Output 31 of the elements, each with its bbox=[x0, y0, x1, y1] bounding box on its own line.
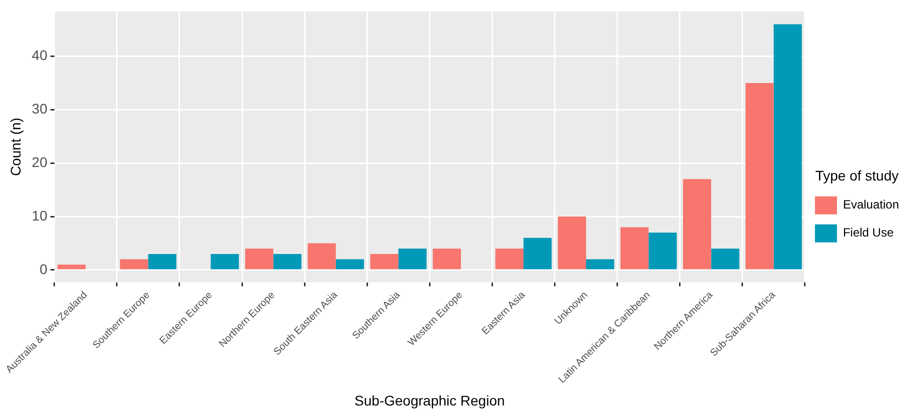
legend-title: Type of study bbox=[815, 167, 899, 184]
bar bbox=[148, 254, 176, 270]
bar bbox=[523, 238, 552, 270]
bar bbox=[648, 232, 677, 270]
bar bbox=[620, 227, 649, 270]
bar bbox=[682, 179, 712, 270]
bar bbox=[273, 254, 302, 270]
bar bbox=[495, 248, 524, 270]
y-tick-label: 40 bbox=[32, 47, 48, 64]
bar bbox=[120, 259, 148, 270]
bar bbox=[308, 243, 336, 270]
y-tick-label: 10 bbox=[32, 207, 48, 224]
bar bbox=[558, 216, 586, 270]
y-tick-label: 0 bbox=[40, 260, 48, 277]
bar bbox=[245, 248, 274, 270]
bar bbox=[370, 254, 398, 270]
bar bbox=[210, 254, 239, 270]
bar bbox=[432, 248, 461, 270]
legend-label: Field Use bbox=[842, 226, 894, 240]
bar bbox=[746, 82, 774, 270]
y-tick-label: 20 bbox=[32, 154, 48, 170]
bar bbox=[586, 259, 614, 270]
y-tick-label: 30 bbox=[32, 100, 48, 117]
x-axis-title: Sub-Geographic Region bbox=[354, 392, 505, 408]
bar bbox=[774, 24, 802, 270]
bar bbox=[336, 259, 364, 270]
bar bbox=[58, 264, 86, 270]
bar bbox=[398, 248, 427, 270]
bar bbox=[711, 248, 740, 270]
y-axis-title: Count (n) bbox=[7, 118, 24, 176]
legend-label: Evaluation bbox=[842, 198, 900, 212]
